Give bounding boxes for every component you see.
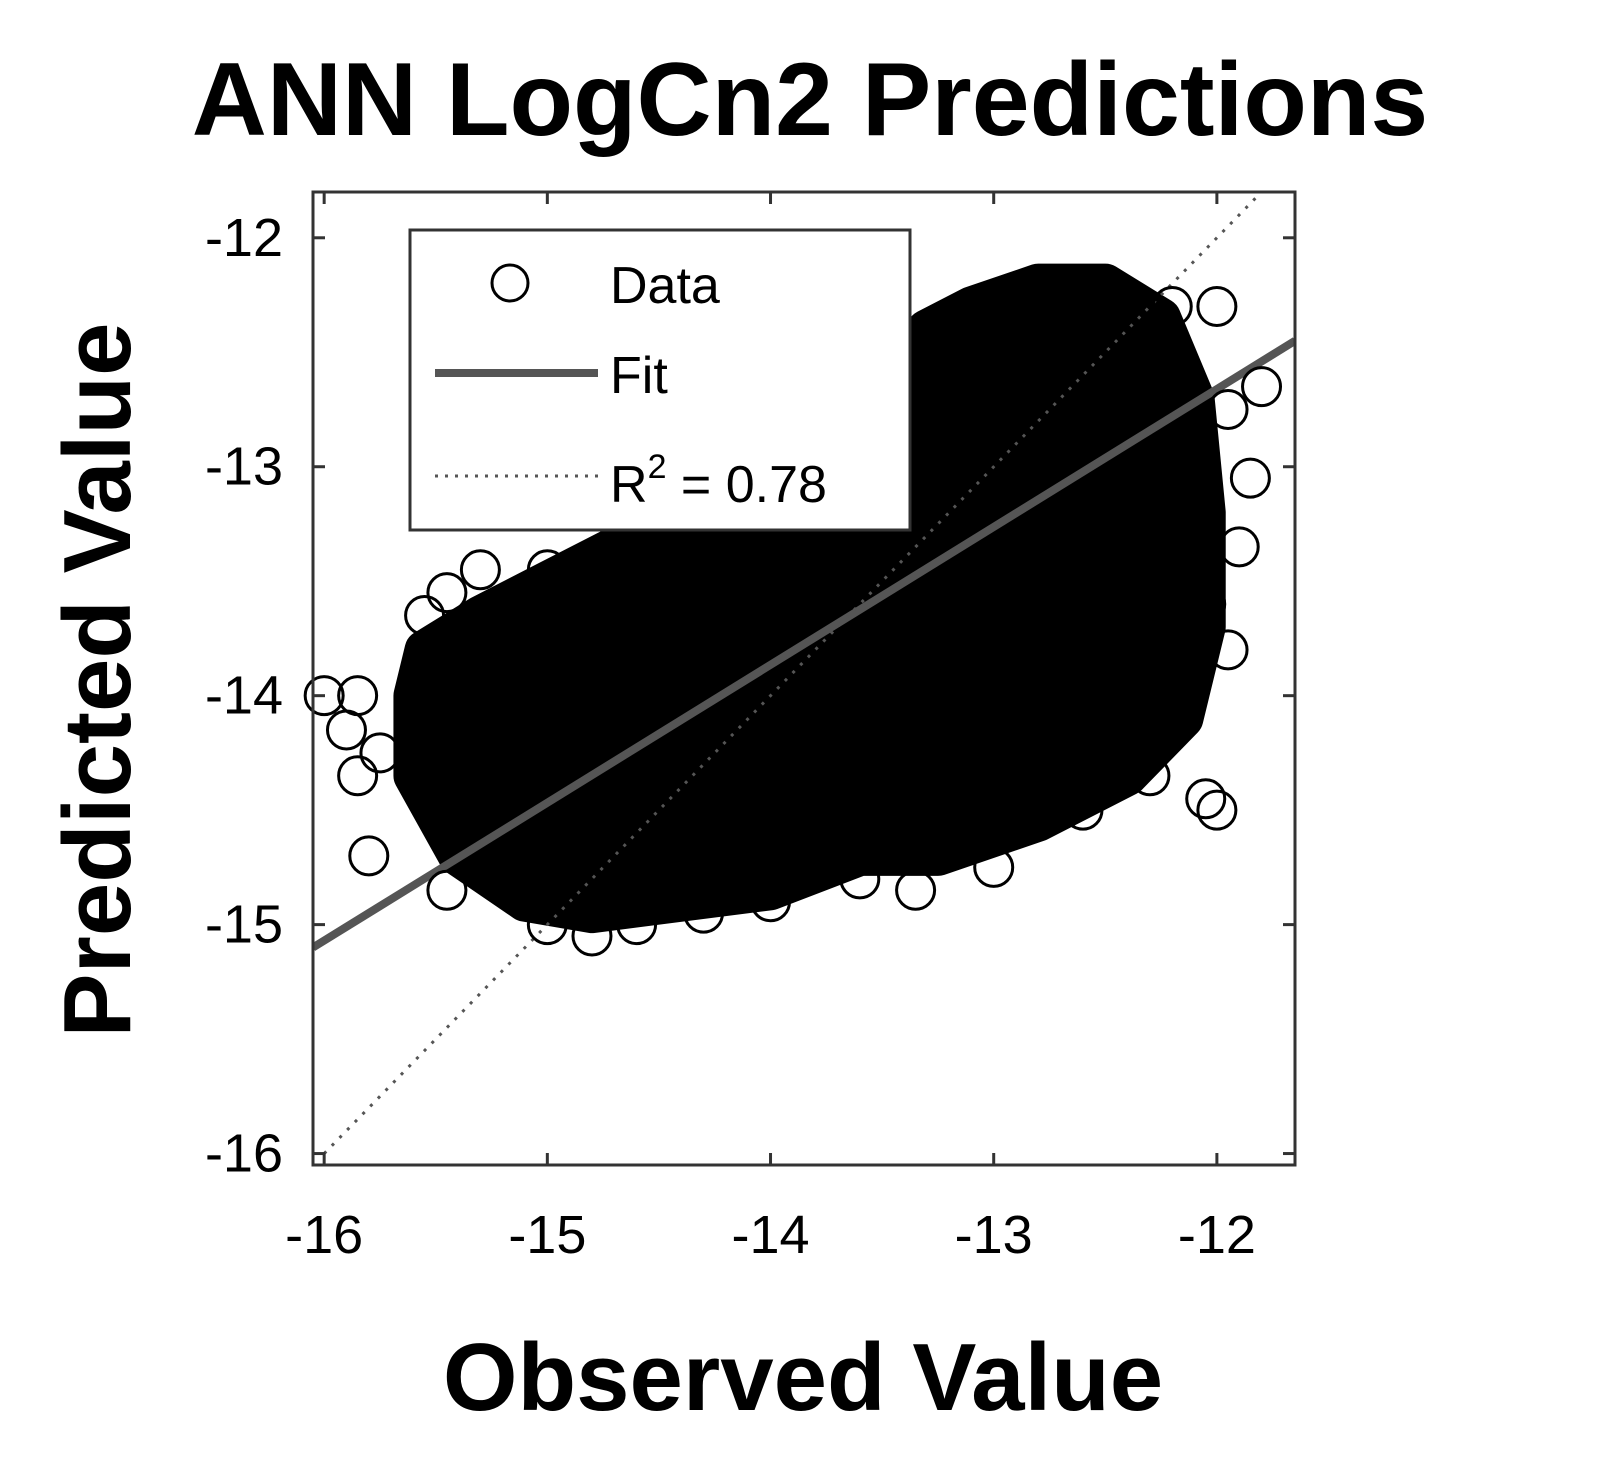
x-tick-label: -13 (955, 1205, 1033, 1265)
data-point (1151, 285, 1193, 327)
data-point (426, 869, 468, 911)
data-point (1151, 675, 1193, 717)
y-tick-label: -14 (205, 666, 283, 726)
data-point (895, 869, 937, 911)
y-tick-label: -15 (205, 895, 283, 955)
data-point (325, 709, 367, 751)
data-point (1241, 366, 1283, 408)
x-tick-label: -16 (285, 1205, 363, 1265)
x-tick-label: -14 (731, 1205, 809, 1265)
plot-frame (311, 190, 1297, 1167)
x-tick-label: -12 (1178, 1205, 1256, 1265)
data-point (839, 858, 881, 900)
data-point (348, 835, 390, 877)
legend-fit-label: Fit (610, 347, 668, 405)
data-point (571, 915, 613, 957)
y-axis-ticks: -16 -15 -14 -13 -12 (205, 208, 1295, 1184)
y-axis-label: Predicted Value (44, 323, 151, 1038)
data-point (1185, 583, 1227, 625)
data-point (482, 846, 524, 888)
data-point (1095, 285, 1137, 327)
data-point (683, 892, 725, 934)
data-point (404, 595, 446, 637)
data-point (1196, 285, 1238, 327)
data-point (1207, 388, 1249, 430)
data-point (1185, 778, 1227, 820)
data-point (1196, 789, 1238, 831)
data-point (303, 675, 345, 717)
data-point (750, 881, 792, 923)
identity-line (323, 192, 1264, 1155)
y-tick-label: -12 (205, 208, 283, 268)
data-point (973, 846, 1015, 888)
data-point (1129, 755, 1171, 797)
y-tick-label: -13 (205, 437, 283, 497)
data-point (526, 549, 568, 591)
y-tick-label: -16 (205, 1124, 283, 1184)
data-point (359, 732, 401, 774)
data-point (616, 904, 658, 946)
legend-r2-exponent: 2 (648, 448, 667, 486)
x-axis-ticks: -16 -15 -14 -13 -12 (285, 192, 1256, 1265)
data-point (415, 789, 457, 831)
fit-line (313, 337, 1295, 951)
data-point (928, 308, 970, 350)
data-point (526, 904, 568, 946)
data-point (459, 549, 501, 591)
chart-title: ANN LogCn2 Predictions (192, 42, 1429, 158)
legend-r2-label: R2 = 0.78 (610, 448, 827, 514)
legend-data-marker (490, 263, 530, 303)
data-point (1218, 526, 1260, 568)
data-point (1062, 789, 1104, 831)
legend-r2-symbol: R (610, 456, 648, 514)
data-point (426, 572, 468, 614)
legend: Data Fit R2 = 0.78 (408, 228, 912, 532)
legend-r2-value: = 0.78 (666, 456, 826, 514)
data-point (973, 308, 1015, 350)
data-point (1229, 457, 1271, 499)
x-tick-label: -15 (508, 1205, 586, 1265)
data-point (1040, 285, 1082, 327)
data-point (1207, 629, 1249, 671)
plot-area (303, 190, 1297, 1167)
x-axis-label: Observed Value (443, 1324, 1163, 1431)
data-point (337, 755, 379, 797)
legend-data-label: Data (610, 257, 720, 315)
